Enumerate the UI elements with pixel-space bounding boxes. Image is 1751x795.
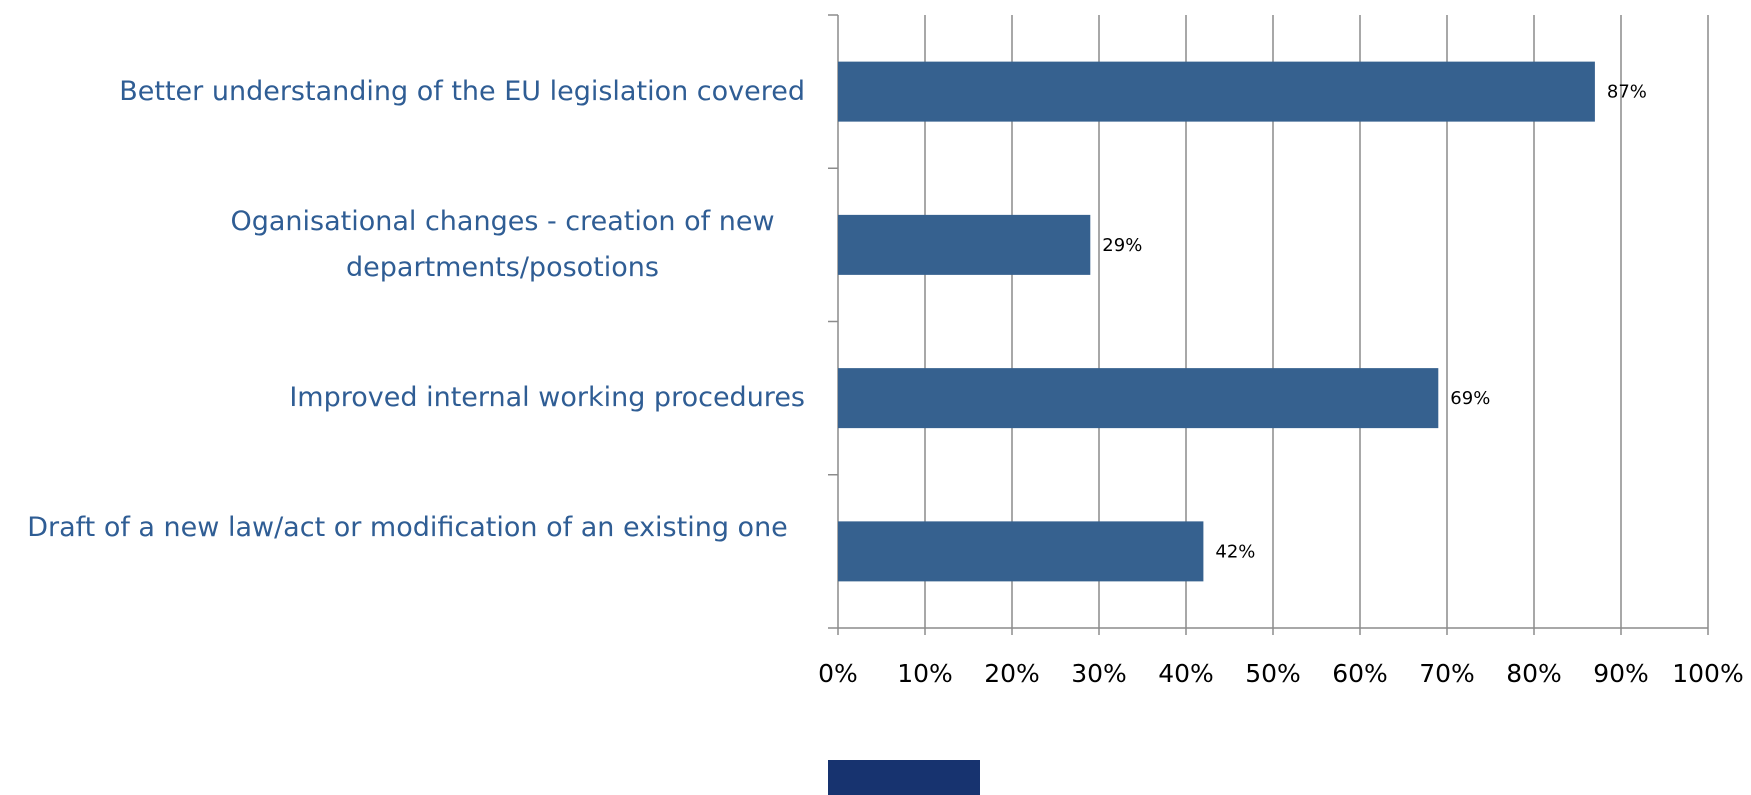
- x-tick-label: 0%: [818, 659, 858, 688]
- bar-data-label: 42%: [1215, 541, 1255, 562]
- bar: [838, 521, 1204, 582]
- bar: [838, 214, 1091, 275]
- x-tick-label: 10%: [897, 659, 953, 688]
- category-label: Improved internal working procedures: [289, 382, 805, 414]
- bar: [838, 61, 1595, 122]
- category-label: Better understanding of the EU legislati…: [119, 75, 805, 107]
- x-tick-label: 70%: [1419, 659, 1475, 688]
- bar-data-label: 87%: [1607, 82, 1647, 103]
- x-tick-label: 20%: [984, 659, 1040, 688]
- x-tick-label: 60%: [1332, 659, 1388, 688]
- x-tick-label: 100%: [1672, 659, 1743, 688]
- legend-swatch: [828, 760, 980, 795]
- x-tick-label: 30%: [1071, 659, 1127, 688]
- x-tick-label: 90%: [1593, 659, 1649, 688]
- bar: [838, 368, 1439, 429]
- bar-data-label: 29%: [1102, 235, 1142, 256]
- category-label: Draft of a new law/act or modification o…: [27, 512, 788, 544]
- x-tick-label: 80%: [1506, 659, 1562, 688]
- bar-data-label: 69%: [1450, 388, 1490, 409]
- x-tick-label: 40%: [1158, 659, 1214, 688]
- category-label: Oganisational changes - creation of new …: [230, 205, 775, 283]
- x-tick-label: 50%: [1245, 659, 1301, 688]
